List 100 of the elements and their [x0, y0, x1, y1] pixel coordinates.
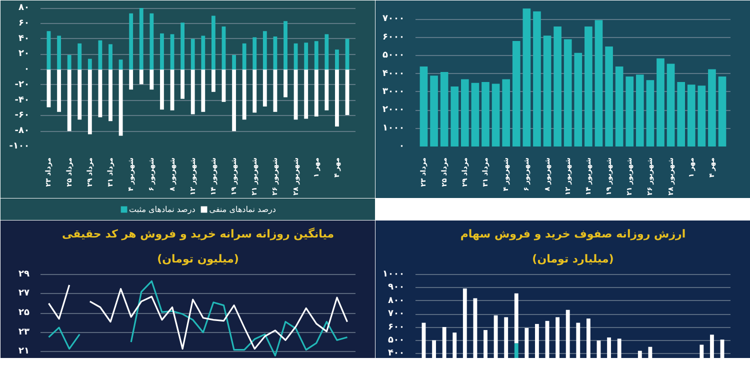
- y-tick-label: ۸۰: [18, 3, 30, 14]
- bar: [78, 70, 82, 120]
- bar: [262, 31, 267, 70]
- bar: [718, 76, 726, 146]
- chart-title: ارزش روزانه صفوف خرید و فروش سهام: [460, 228, 686, 240]
- chart-subtitle: (میلیارد تومان): [532, 252, 614, 266]
- y-tick-label: ۲۱: [18, 346, 30, 357]
- bar: [180, 22, 185, 70]
- bar: [687, 84, 696, 146]
- bar: [160, 70, 164, 110]
- bar: [190, 70, 195, 114]
- bar: [139, 8, 144, 70]
- bar: [461, 79, 469, 146]
- y-tick-label: ۱۰۰۰: [382, 123, 405, 134]
- bar: [646, 80, 654, 146]
- bar: [502, 79, 510, 146]
- y-tick-label: ۸۰۰: [388, 296, 405, 306]
- bar: [170, 70, 174, 110]
- bar: [440, 72, 448, 146]
- y-tick-label: ۷۰۰: [388, 309, 405, 320]
- bar: [262, 70, 267, 106]
- y-tick-label: ۳۰۰۰: [382, 86, 405, 97]
- bar: [314, 70, 318, 116]
- bar: [512, 41, 520, 146]
- bar: [543, 36, 552, 146]
- y-tick-label: -۶۰: [14, 110, 30, 121]
- bar: [335, 50, 339, 70]
- bar: [605, 46, 613, 146]
- bar: [170, 34, 174, 70]
- bar: [201, 36, 206, 70]
- bar: [108, 44, 112, 70]
- bar: [160, 33, 164, 70]
- y-tick-label: ۶۰: [18, 18, 30, 28]
- bar: [232, 54, 236, 70]
- bar: [492, 84, 500, 146]
- y-tick-label: -۴۰: [14, 95, 30, 106]
- bar: [57, 70, 61, 112]
- y-tick-label: ۶۰۰: [388, 322, 405, 332]
- bar: [190, 38, 195, 70]
- bar: [222, 70, 226, 102]
- bar: [67, 70, 72, 132]
- bar: [574, 52, 582, 146]
- bar: [584, 26, 592, 146]
- bar: [129, 70, 134, 90]
- bar: [345, 70, 350, 115]
- bar: [129, 13, 134, 70]
- y-tick-label: ۷۰۰۰: [382, 14, 405, 24]
- bar: [88, 58, 92, 70]
- bar: [294, 70, 298, 120]
- bar: [211, 16, 216, 70]
- bar: [232, 70, 236, 132]
- bar: [482, 82, 490, 146]
- bar: [252, 37, 257, 70]
- y-tick-label: ۱۰۰۰: [382, 269, 405, 280]
- y-tick-label: ۴۰۰: [388, 348, 405, 358]
- bar: [324, 34, 329, 70]
- y-tick-label: ۰: [24, 64, 30, 75]
- y-tick-label: -۲۰: [14, 80, 30, 90]
- y-tick-label: ۲۰: [18, 49, 30, 60]
- bar: [314, 41, 318, 70]
- bar: [211, 70, 216, 92]
- chart-subtitle: (میلیون تومان): [157, 252, 239, 266]
- y-tick-label: ۶۰۰۰: [382, 32, 405, 42]
- bar: [284, 70, 288, 98]
- bar: [252, 70, 257, 113]
- bar: [564, 39, 572, 146]
- bar: [615, 66, 624, 146]
- y-tick-label: ۴۰۰۰: [382, 68, 405, 79]
- bar: [450, 86, 459, 146]
- bar: [594, 20, 603, 146]
- bar: [698, 86, 706, 146]
- y-tick-label: -۱۰۰: [9, 142, 30, 152]
- bar: [666, 64, 675, 146]
- bar: [522, 8, 531, 146]
- bar: [554, 26, 562, 146]
- bar: [139, 70, 144, 84]
- bar: [180, 70, 185, 99]
- y-tick-label: ۵۰۰۰: [382, 50, 405, 61]
- bar: [294, 43, 298, 70]
- bar: [242, 70, 246, 120]
- y-tick-label: ۲۹: [18, 269, 30, 280]
- bar: [88, 70, 92, 134]
- bar: [78, 43, 82, 70]
- y-tick-label: ۹۰۰: [388, 282, 405, 293]
- bar: [471, 82, 480, 146]
- bar: [57, 36, 61, 70]
- bar: [677, 82, 685, 146]
- legend-label: درصد نمادهای منفی: [209, 204, 276, 214]
- bar: [533, 11, 541, 146]
- bar: [708, 69, 716, 146]
- bar: [46, 70, 51, 108]
- y-tick-label: -۸۰: [14, 126, 30, 136]
- bar: [284, 21, 288, 70]
- bar: [656, 58, 664, 146]
- bar: [242, 43, 246, 70]
- bar: [626, 76, 634, 146]
- bar: [98, 70, 102, 118]
- bar: [420, 66, 428, 146]
- bar: [430, 76, 438, 146]
- y-tick-label: ۲۵: [18, 308, 30, 318]
